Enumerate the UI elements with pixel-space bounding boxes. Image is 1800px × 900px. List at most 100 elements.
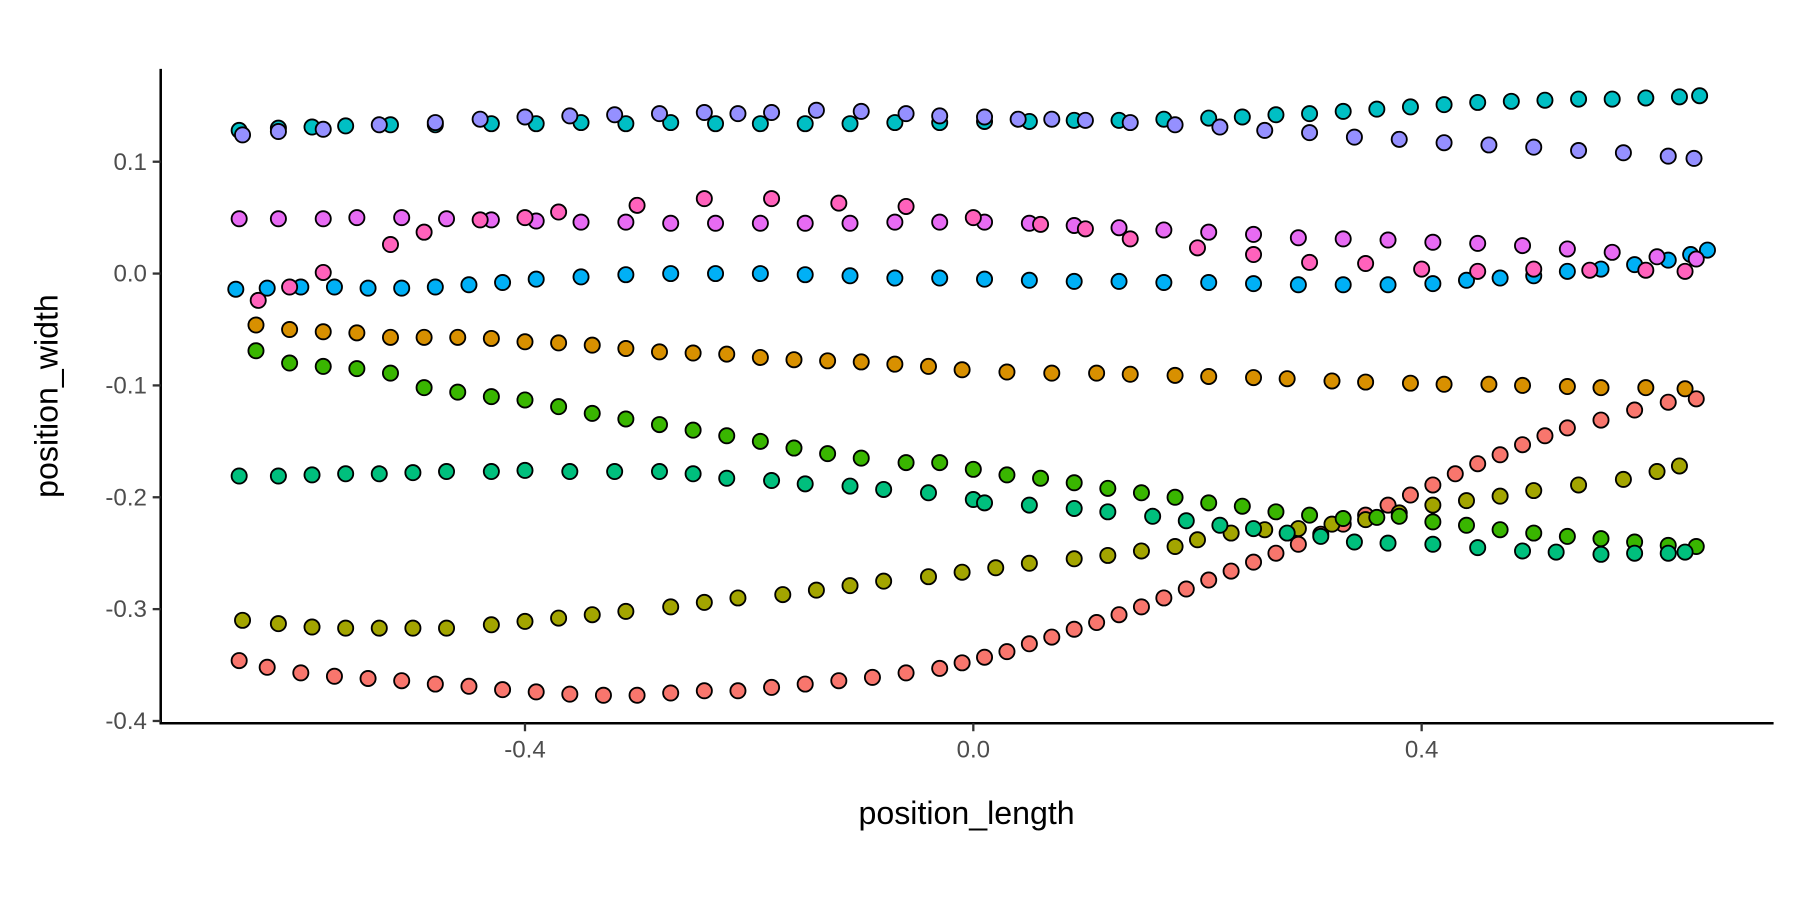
data-point (381, 235, 399, 253)
data-point (1245, 275, 1263, 293)
data-point (1558, 527, 1576, 545)
data-point (1435, 375, 1453, 393)
data-point (550, 609, 568, 627)
data-point (919, 357, 937, 375)
data-point (1626, 544, 1644, 562)
data-point (1648, 463, 1666, 481)
data-point (1188, 239, 1206, 257)
data-point (628, 686, 646, 704)
data-point (897, 197, 915, 215)
data-point (1245, 553, 1263, 571)
data-point (796, 475, 814, 493)
data-point (269, 467, 287, 485)
data-point (1379, 231, 1397, 249)
data-point (1334, 510, 1352, 528)
data-point (1670, 88, 1688, 106)
data-point (650, 416, 668, 434)
data-point (1547, 543, 1565, 561)
data-point (314, 357, 332, 375)
data-point (841, 267, 859, 285)
data-point (1592, 411, 1610, 429)
data-point (1334, 102, 1352, 120)
data-point (751, 265, 769, 283)
data-point (1570, 142, 1588, 160)
data-point (1020, 271, 1038, 289)
data-point (897, 454, 915, 472)
data-point (919, 484, 937, 502)
data-point (348, 360, 366, 378)
y-tick-label: 0.1 (113, 149, 147, 176)
data-point (1592, 530, 1610, 548)
data-point (415, 379, 433, 397)
data-point (314, 210, 332, 228)
series-5 (230, 87, 1709, 139)
data-point (426, 278, 444, 296)
data-point (976, 270, 994, 288)
y-tick-label: -0.4 (105, 708, 147, 735)
data-point (1132, 598, 1150, 616)
data-point (415, 328, 433, 346)
data-point (886, 355, 904, 373)
data-point (1312, 527, 1330, 545)
series-3 (247, 342, 1705, 555)
data-point (471, 211, 489, 229)
data-point (1076, 220, 1094, 238)
data-point (325, 667, 343, 685)
data-point (1301, 506, 1319, 524)
data-point (337, 117, 355, 135)
data-point (561, 685, 579, 703)
data-point (1301, 124, 1319, 142)
data-point (1659, 544, 1677, 562)
data-point (230, 210, 248, 228)
data-point (1558, 262, 1576, 280)
series-1 (247, 316, 1694, 398)
data-point (785, 351, 803, 369)
data-point (337, 465, 355, 483)
data-point (1121, 230, 1139, 248)
data-point (1065, 620, 1083, 638)
data-point (1323, 372, 1341, 390)
y-tick-label: 0.0 (113, 261, 147, 288)
data-point (1469, 93, 1487, 111)
data-point (1200, 571, 1218, 589)
data-point (1637, 89, 1655, 107)
data-point (1065, 499, 1083, 517)
data-point (370, 116, 388, 134)
data-point (1525, 260, 1543, 278)
data-point (1570, 90, 1588, 108)
data-point (1424, 535, 1442, 553)
data-point (751, 348, 769, 366)
data-point (247, 316, 265, 334)
data-point (281, 278, 299, 296)
data-point (617, 340, 635, 358)
data-point (695, 682, 713, 700)
data-point (1525, 138, 1543, 156)
data-point (269, 210, 287, 228)
data-point (438, 463, 456, 481)
data-point (807, 581, 825, 599)
data-point (1424, 275, 1442, 293)
data-point (303, 466, 321, 484)
data-point (763, 678, 781, 696)
data-point (1020, 554, 1038, 572)
data-point (998, 363, 1016, 381)
data-point (404, 619, 422, 637)
data-point (1614, 470, 1632, 488)
data-point (381, 364, 399, 382)
data-point (1334, 276, 1352, 294)
data-point (1603, 90, 1621, 108)
data-point (1289, 229, 1307, 247)
data-point (617, 602, 635, 620)
series-4 (230, 461, 1694, 563)
data-point (841, 477, 859, 495)
data-point (707, 214, 725, 232)
data-point (1413, 260, 1431, 278)
data-point (751, 115, 769, 133)
data-point (449, 328, 467, 346)
data-point (807, 101, 825, 119)
data-point (1435, 96, 1453, 114)
data-point (1065, 272, 1083, 290)
data-point (1491, 487, 1509, 505)
y-axis-ticks: 0.1 0.0 -0.1 -0.2 -0.3 -0.4 (105, 149, 161, 735)
